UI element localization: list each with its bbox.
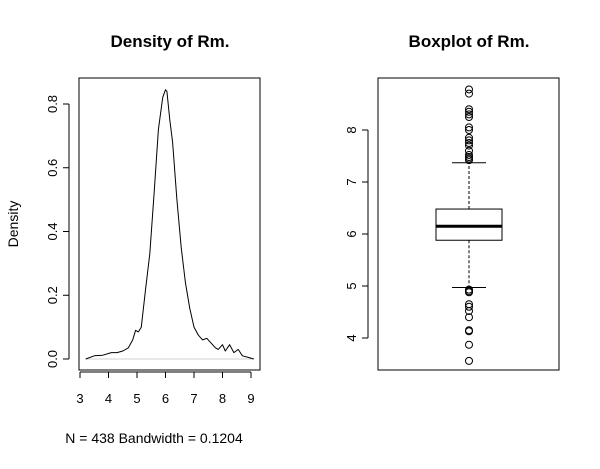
outlier-point [465, 136, 473, 145]
density-x-tick-label: 7 [190, 391, 197, 406]
density-plot-frame [78, 77, 261, 371]
boxplot-outliers [465, 85, 473, 365]
density-y-tick-label: 0.2 [45, 286, 60, 304]
outlier-point [465, 146, 473, 155]
outlier-point [465, 306, 473, 315]
boxplot-plot-frame [377, 77, 560, 371]
outlier-point [465, 327, 473, 336]
outlier-point [465, 89, 473, 98]
density-curve [85, 89, 254, 360]
density-xlabel: N = 438 Bandwidth = 0.1204 [65, 430, 243, 446]
density-panel: Density of Rm. Density N = 438 Bandwidth… [5, 32, 261, 446]
boxplot-title: Boxplot of Rm. [409, 32, 530, 51]
outlier-point [465, 156, 473, 165]
boxplot-y-tick-label: 7 [344, 178, 359, 185]
outlier-point [465, 150, 473, 159]
boxplot-y-tick-label: 8 [344, 126, 359, 133]
outlier-point [465, 123, 473, 132]
outlier-point [465, 139, 473, 147]
outlier-point [465, 126, 473, 134]
boxplot-elements [435, 162, 503, 289]
outlier-point [465, 356, 473, 365]
outlier-point [465, 133, 473, 142]
density-y-axis: 0.0 0.2 0.4 0.6 0.8 [45, 95, 70, 368]
outlier-point [465, 110, 473, 119]
density-y-tick-label: 0.4 [45, 222, 60, 240]
outlier-point [465, 302, 473, 311]
outlier-point [465, 141, 473, 150]
outlier-point [465, 107, 473, 116]
density-x-tick-label: 8 [219, 391, 226, 406]
density-x-tick-label: 5 [133, 391, 140, 406]
density-x-tick-label: 3 [76, 391, 83, 406]
boxplot-y-tick-label: 6 [344, 230, 359, 237]
density-title: Density of Rm. [110, 32, 229, 51]
density-y-tick-label: 0.8 [45, 95, 60, 113]
density-x-axis: 3 4 5 6 7 8 9 [76, 371, 255, 406]
outlier-point [465, 105, 473, 114]
density-y-tick-label: 0.0 [45, 350, 60, 368]
outlier-point [465, 85, 473, 94]
density-lines [85, 89, 254, 360]
boxplot-y-axis: 4 5 6 7 8 [344, 126, 369, 342]
boxplot-y-tick-label: 5 [344, 282, 359, 289]
outlier-point [465, 288, 473, 297]
outlier-point [465, 313, 473, 322]
boxplot-panel: Boxplot of Rm. 4 5 6 7 8 [344, 32, 560, 371]
density-ylabel: Density [5, 201, 21, 248]
density-x-tick-label: 9 [247, 391, 254, 406]
boxplot-y-tick-label: 4 [344, 334, 359, 341]
density-y-tick-label: 0.6 [45, 159, 60, 177]
outlier-point [465, 113, 473, 121]
density-x-tick-label: 6 [162, 391, 169, 406]
outlier-point [465, 340, 473, 349]
iqr-box [435, 208, 503, 241]
density-x-tick-label: 4 [105, 391, 112, 406]
